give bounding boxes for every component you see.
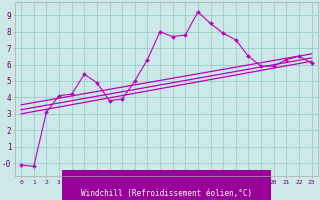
X-axis label: Windchill (Refroidissement éolien,°C): Windchill (Refroidissement éolien,°C) bbox=[81, 189, 252, 198]
